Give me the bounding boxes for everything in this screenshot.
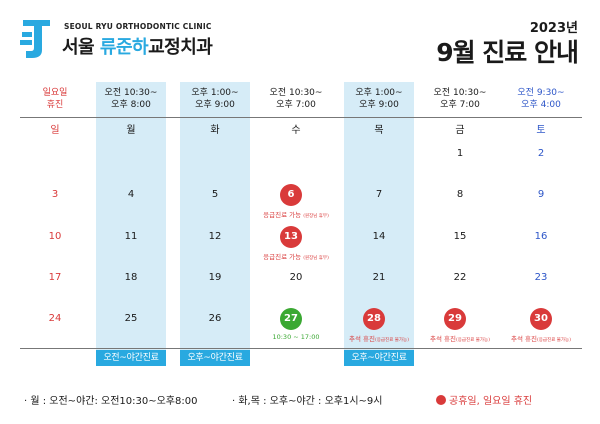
legend-holiday: 공휴일, 일요일 휴진 bbox=[436, 392, 532, 407]
date-17: 17 bbox=[48, 272, 62, 283]
chuseok-note: 추석 휴진 bbox=[511, 335, 538, 343]
dow-sat: 토 bbox=[536, 125, 546, 136]
date-16: 16 bbox=[534, 231, 548, 242]
column-highlight-mon bbox=[96, 82, 166, 366]
date-6-note: 응급진료 가능 (원장님 휴무) bbox=[250, 209, 342, 219]
date-29-marker: 29 bbox=[444, 308, 466, 330]
date-4: 4 bbox=[127, 189, 135, 200]
hours-sun: 일요일 휴진 bbox=[42, 88, 68, 110]
date-13-note: 응급진료 가능 (원장님 휴무) bbox=[250, 251, 342, 261]
hours-mon: 오전 10:30~ 오후 8:00 bbox=[104, 88, 158, 110]
date-12: 12 bbox=[208, 231, 222, 242]
hours-fri: 오전 10:30~ 오후 7:00 bbox=[433, 88, 487, 110]
tue-session-label: 오후~야간진료 bbox=[180, 350, 250, 366]
clinic-name-accent: 류준하 bbox=[99, 37, 149, 58]
clinic-name-suffix: 교정치과 bbox=[148, 37, 213, 58]
column-highlight-tue bbox=[180, 82, 250, 366]
clinic-logo-icon bbox=[20, 20, 50, 58]
date-5: 5 bbox=[211, 189, 219, 200]
header-divider bbox=[20, 117, 582, 118]
emergency-note-small: (원장님 휴무) bbox=[303, 214, 329, 219]
date-28-marker: 28 bbox=[363, 308, 385, 330]
mon-session-label: 오전~야간진료 bbox=[96, 350, 166, 366]
date-25: 25 bbox=[124, 313, 138, 324]
year-label: 2023년 bbox=[529, 21, 578, 36]
hours-sat: 오전 9:30~ 오후 4:00 bbox=[517, 88, 565, 110]
hours-thu: 오후 1:00~ 오후 9:00 bbox=[355, 88, 403, 110]
date-15: 15 bbox=[453, 231, 467, 242]
date-13-marker: 13 bbox=[280, 226, 302, 248]
page-title: 9월 진료 안내 bbox=[436, 38, 579, 67]
date-11: 11 bbox=[124, 231, 138, 242]
red-dot-icon bbox=[436, 395, 446, 405]
dow-fri: 금 bbox=[455, 125, 465, 136]
date-14: 14 bbox=[372, 231, 386, 242]
chuseok-note-small: (응급진료 불가능) bbox=[537, 338, 571, 343]
legend-tue-thu-hours: · 화,목 : 오후~야간 : 오후1시~9시 bbox=[232, 396, 383, 407]
date-30-marker: 30 bbox=[530, 308, 552, 330]
date-10: 10 bbox=[48, 231, 62, 242]
date-6-marker: 6 bbox=[280, 184, 302, 206]
date-27-hours: 10:30 ~ 17:00 bbox=[272, 333, 320, 341]
hours-tue: 오후 1:00~ 오후 9:00 bbox=[191, 88, 239, 110]
thu-session-label: 오후~야간진료 bbox=[344, 350, 414, 366]
emergency-note-small: (원장님 휴무) bbox=[303, 256, 329, 261]
clinic-name-english: SEOUL RYU ORTHODONTIC CLINIC bbox=[64, 22, 212, 31]
date-29-note: 추석 휴진(응급진료 불가능) bbox=[414, 333, 506, 343]
date-2: 2 bbox=[537, 148, 545, 159]
date-24: 24 bbox=[48, 313, 62, 324]
chuseok-note-small: (응급진료 불가능) bbox=[375, 338, 409, 343]
dow-mon: 월 bbox=[126, 125, 136, 136]
date-20: 20 bbox=[289, 272, 303, 283]
date-21: 21 bbox=[372, 272, 386, 283]
date-7: 7 bbox=[375, 189, 383, 200]
footer-divider bbox=[20, 348, 582, 349]
date-1: 1 bbox=[456, 148, 464, 159]
date-19: 19 bbox=[208, 272, 222, 283]
dow-sun: 일 bbox=[50, 125, 60, 136]
emergency-note: 응급진료 가능 bbox=[263, 253, 302, 261]
dow-thu: 목 bbox=[374, 125, 384, 136]
date-27-marker: 27 bbox=[280, 308, 302, 330]
dow-tue: 화 bbox=[210, 125, 220, 136]
chuseok-note: 추석 휴진 bbox=[430, 335, 457, 343]
date-18: 18 bbox=[124, 272, 138, 283]
date-8: 8 bbox=[456, 189, 464, 200]
hours-wed: 오전 10:30~ 오후 7:00 bbox=[269, 88, 323, 110]
legend-holiday-text: 공휴일, 일요일 휴진 bbox=[449, 396, 533, 407]
date-30-note: 추석 휴진(응급진료 불가능) bbox=[495, 333, 587, 343]
dow-wed: 수 bbox=[291, 125, 301, 136]
date-23: 23 bbox=[534, 272, 548, 283]
clinic-name-prefix: 서울 bbox=[62, 37, 95, 58]
chuseok-note: 추석 휴진 bbox=[349, 335, 376, 343]
date-26: 26 bbox=[208, 313, 222, 324]
emergency-note: 응급진료 가능 bbox=[263, 211, 302, 219]
clinic-name-korean: 서울 류준하교정치과 bbox=[62, 33, 213, 59]
legend-monday-hours: · 월 : 오전~야간: 오전10:30~오후8:00 bbox=[24, 396, 198, 407]
chuseok-note-small: (응급진료 불가능) bbox=[456, 338, 490, 343]
date-3: 3 bbox=[51, 189, 59, 200]
date-9: 9 bbox=[537, 189, 545, 200]
date-22: 22 bbox=[453, 272, 467, 283]
date-28-note: 추석 휴진(응급진료 불가능) bbox=[333, 333, 425, 343]
